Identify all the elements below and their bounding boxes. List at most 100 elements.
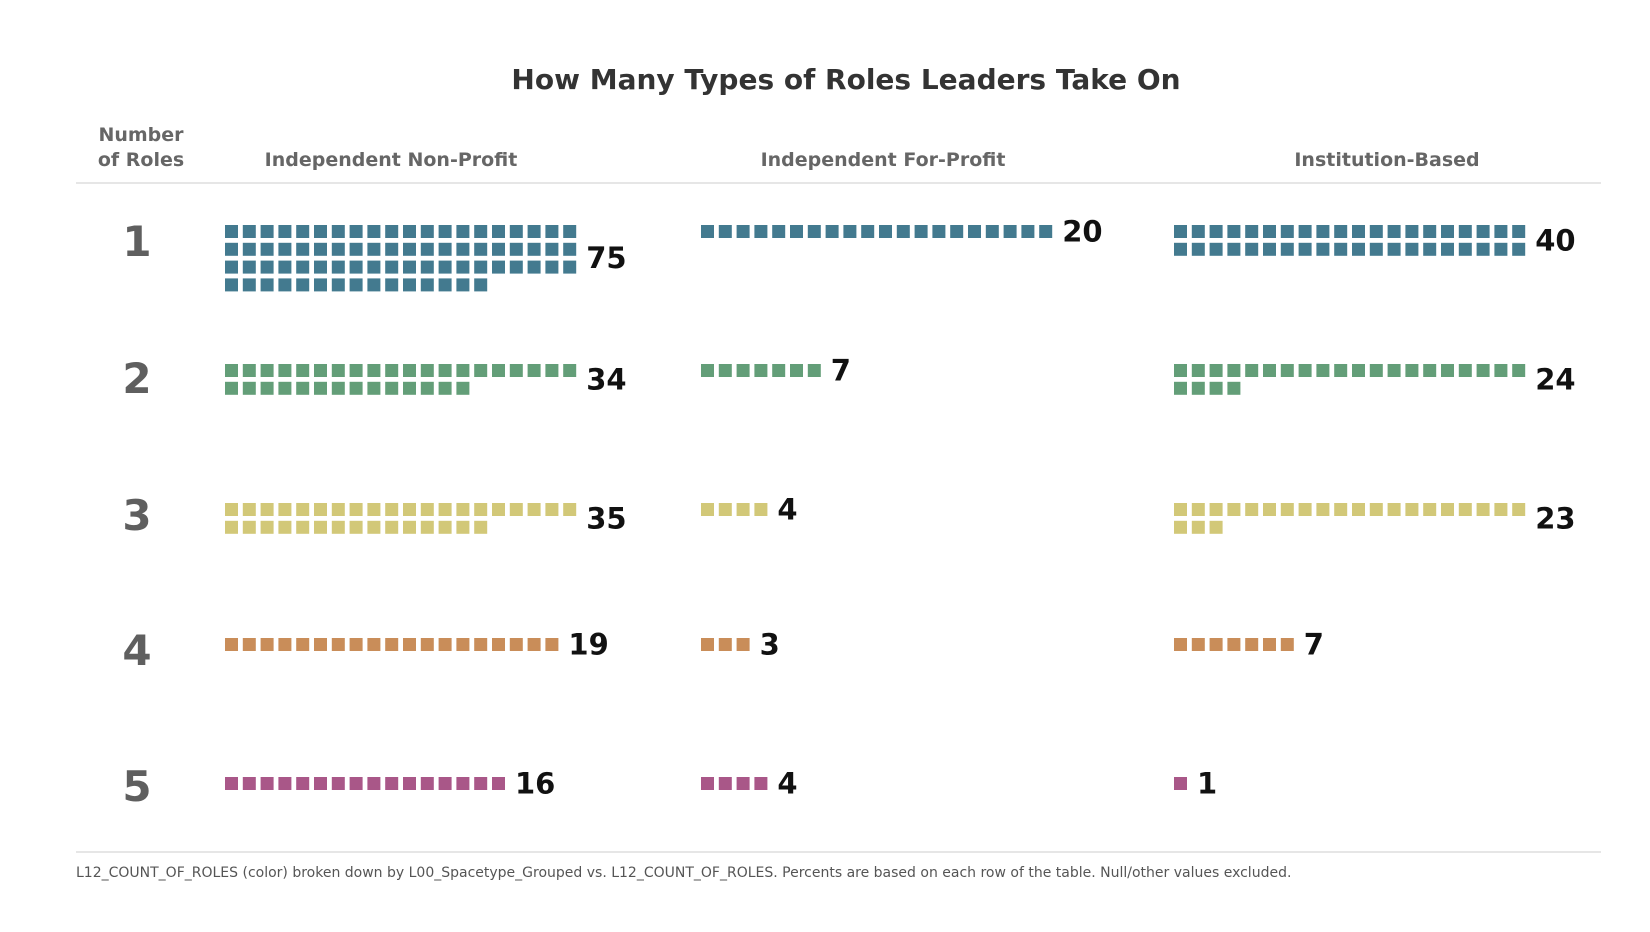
unit-square-independent-non-profit-row-3	[331, 520, 345, 534]
unit-square-independent-for-profit-row-2	[807, 364, 821, 377]
unit-square-institution-based-row-4	[1174, 638, 1187, 651]
unit-square-institution-based-row-1	[1423, 242, 1437, 256]
unit-square-institution-based-row-1	[1458, 225, 1472, 238]
unit-square-institution-based-row-1	[1494, 225, 1508, 238]
unit-square-independent-non-profit-row-5	[474, 777, 488, 790]
unit-square-independent-non-profit-row-3	[296, 520, 310, 534]
unit-square-institution-based-row-1	[1512, 225, 1526, 238]
unit-square-independent-non-profit-row-3	[545, 503, 559, 516]
unit-square-independent-non-profit-row-1	[385, 225, 399, 238]
unit-square-independent-non-profit-row-2	[331, 364, 345, 377]
unit-square-independent-non-profit-row-1	[545, 260, 559, 274]
unit-square-independent-non-profit-row-4	[527, 638, 541, 651]
unit-square-independent-non-profit-row-5	[349, 777, 363, 790]
unit-square-independent-non-profit-row-2	[527, 364, 541, 377]
unit-square-independent-non-profit-row-3	[403, 520, 416, 534]
unit-square-institution-based-row-4	[1245, 638, 1259, 651]
unit-square-independent-non-profit-row-5	[492, 777, 505, 790]
unit-square-institution-based-row-2	[1280, 364, 1294, 377]
unit-square-independent-non-profit-row-3	[492, 503, 505, 516]
unit-square-institution-based-row-1	[1352, 242, 1365, 256]
unit-square-independent-non-profit-row-4	[296, 638, 310, 651]
unit-square-institution-based-row-2	[1227, 364, 1241, 377]
unit-square-independent-non-profit-row-3	[260, 520, 274, 534]
unit-square-independent-for-profit-row-1	[950, 225, 964, 238]
unit-square-institution-based-row-3	[1387, 503, 1401, 516]
unit-square-independent-non-profit-row-3	[438, 520, 452, 534]
unit-square-independent-non-profit-row-4	[474, 638, 488, 651]
unit-square-independent-for-profit-row-1	[1021, 225, 1035, 238]
unit-square-institution-based-row-3	[1494, 503, 1508, 516]
unit-square-institution-based-row-2	[1174, 381, 1187, 395]
unit-square-independent-non-profit-row-4	[349, 638, 363, 651]
unit-square-independent-non-profit-row-1	[527, 260, 541, 274]
unit-square-independent-non-profit-row-3	[367, 503, 381, 516]
unit-square-independent-non-profit-row-3	[474, 503, 488, 516]
unit-square-independent-non-profit-row-2	[545, 364, 559, 377]
count-label-institution-based-row-1: 40	[1535, 223, 1575, 257]
unit-square-independent-non-profit-row-4	[331, 638, 345, 651]
unit-square-independent-for-profit-row-2	[754, 364, 768, 377]
count-label-institution-based-row-2: 24	[1535, 362, 1575, 396]
unit-square-independent-non-profit-row-2	[403, 364, 416, 377]
row-label-3: 3	[122, 491, 151, 540]
unit-square-independent-non-profit-row-3	[314, 520, 327, 534]
unit-square-institution-based-row-1	[1316, 242, 1330, 256]
unit-square-independent-non-profit-row-1	[278, 260, 292, 274]
unit-square-independent-non-profit-row-1	[278, 242, 292, 256]
unit-square-independent-non-profit-row-2	[438, 364, 452, 377]
unit-square-independent-non-profit-row-3	[278, 520, 292, 534]
unit-square-institution-based-row-2	[1387, 364, 1401, 377]
unit-square-institution-based-row-3	[1227, 503, 1241, 516]
unit-square-institution-based-row-3	[1352, 503, 1365, 516]
unit-square-independent-non-profit-row-1	[563, 260, 577, 274]
unit-square-independent-non-profit-row-2	[385, 381, 399, 395]
unit-square-institution-based-row-1	[1298, 225, 1312, 238]
unit-square-independent-non-profit-row-2	[367, 381, 381, 395]
unit-square-independent-non-profit-row-1	[349, 278, 363, 292]
unit-square-independent-non-profit-row-4	[509, 638, 523, 651]
unit-square-independent-non-profit-row-3	[527, 503, 541, 516]
unit-square-institution-based-row-3	[1209, 520, 1223, 534]
unit-square-independent-for-profit-row-2	[718, 364, 732, 377]
unit-square-institution-based-row-2	[1245, 364, 1259, 377]
unit-square-institution-based-row-2	[1476, 364, 1490, 377]
unit-square-institution-based-row-4	[1280, 638, 1294, 651]
unit-square-independent-non-profit-row-2	[420, 381, 434, 395]
unit-square-independent-non-profit-row-1	[349, 260, 363, 274]
unit-square-independent-non-profit-row-4	[260, 638, 274, 651]
unit-square-independent-non-profit-row-3	[314, 503, 327, 516]
unit-square-independent-non-profit-row-2	[314, 364, 327, 377]
count-label-independent-for-profit-row-2: 7	[831, 354, 851, 388]
unit-square-independent-non-profit-row-1	[296, 242, 310, 256]
unit-square-institution-based-row-2	[1458, 364, 1472, 377]
unit-square-independent-for-profit-row-1	[807, 225, 821, 238]
unit-square-independent-non-profit-row-1	[260, 242, 274, 256]
row-label-1: 1	[122, 217, 151, 266]
unit-square-independent-non-profit-row-1	[331, 260, 345, 274]
unit-square-independent-non-profit-row-1	[225, 278, 238, 292]
unit-square-independent-non-profit-row-4	[492, 638, 505, 651]
unit-square-independent-non-profit-row-3	[509, 503, 523, 516]
unit-square-independent-non-profit-row-1	[260, 278, 274, 292]
unit-square-independent-non-profit-row-5	[296, 777, 310, 790]
unit-square-institution-based-row-2	[1191, 381, 1205, 395]
unit-square-independent-non-profit-row-1	[456, 242, 470, 256]
unit-square-independent-non-profit-row-2	[492, 364, 505, 377]
unit-square-independent-for-profit-row-3	[718, 503, 732, 516]
unit-square-independent-for-profit-row-4	[736, 638, 750, 651]
unit-square-independent-non-profit-row-1	[260, 225, 274, 238]
unit-square-independent-non-profit-row-4	[242, 638, 256, 651]
unit-square-independent-non-profit-row-4	[385, 638, 399, 651]
chart-title: How Many Types of Roles Leaders Take On	[511, 63, 1180, 96]
unit-square-independent-for-profit-row-1	[968, 225, 981, 238]
count-label-independent-non-profit-row-2: 34	[586, 362, 626, 396]
unit-square-independent-non-profit-row-3	[225, 503, 238, 516]
unit-square-independent-non-profit-row-5	[367, 777, 381, 790]
unit-square-independent-for-profit-row-2	[772, 364, 786, 377]
unit-square-independent-non-profit-row-1	[331, 242, 345, 256]
unit-square-independent-non-profit-row-5	[314, 777, 327, 790]
unit-square-independent-non-profit-row-2	[225, 364, 238, 377]
unit-square-independent-non-profit-row-1	[278, 278, 292, 292]
unit-square-independent-non-profit-row-3	[242, 520, 256, 534]
